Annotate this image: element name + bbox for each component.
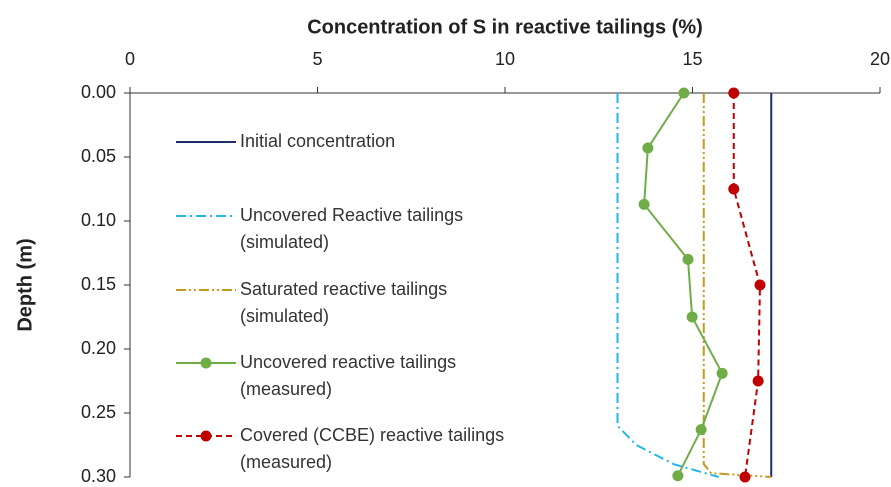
x-tick-label: 10 <box>495 49 515 69</box>
data-point <box>672 470 684 482</box>
data-point <box>682 253 694 265</box>
series-line <box>702 93 772 478</box>
data-point <box>686 311 698 323</box>
y-tick-label: 0.10 <box>81 210 116 230</box>
legend-label: Uncovered reactive tailings (measured) <box>240 352 457 399</box>
y-tick-label: 0.05 <box>81 146 116 166</box>
legend-entry: Covered (CCBE) reactive tailings (measur… <box>240 425 505 472</box>
legend-label: Covered (CCBE) reactive tailings (measur… <box>240 425 505 472</box>
y-tick-label: 0.25 <box>81 402 116 422</box>
x-tick-label: 0 <box>125 49 135 69</box>
y-tick-label: 0.00 <box>81 82 116 102</box>
legend-entry: Initial concentration <box>240 131 396 151</box>
series-line <box>643 92 724 477</box>
data-point <box>678 87 690 99</box>
x-tick-label: 5 <box>312 49 322 69</box>
legend-label: Initial concentration <box>240 131 396 151</box>
data-point <box>695 424 707 436</box>
legend-entry: Uncovered Reactive tailings (simulated) <box>240 205 464 252</box>
data-point <box>642 142 654 154</box>
legend-entry: Saturated reactive tailings (simulated) <box>240 279 448 326</box>
x-tick-label: 15 <box>682 49 702 69</box>
legend-marker <box>200 430 212 442</box>
x-tick-label: 20 <box>870 49 890 69</box>
data-point <box>739 471 751 483</box>
legend-marker <box>200 357 212 369</box>
series-line <box>616 93 720 478</box>
data-point <box>754 279 766 291</box>
legend-label: Saturated reactive tailings (simulated) <box>240 279 448 326</box>
data-point <box>728 87 740 99</box>
data-point <box>716 367 728 379</box>
data-point <box>638 198 650 210</box>
y-axis-label: Depth (m) <box>14 238 36 331</box>
legend-label: Uncovered Reactive tailings (simulated) <box>240 205 464 252</box>
data-point <box>752 375 764 387</box>
chart-title: Concentration of S in reactive tailings … <box>307 16 703 38</box>
y-tick-label: 0.15 <box>81 274 116 294</box>
data-point <box>728 183 740 195</box>
y-tick-label: 0.20 <box>81 338 116 358</box>
legend-entry: Uncovered reactive tailings (measured) <box>240 352 457 399</box>
y-tick-label: 0.30 <box>81 466 116 486</box>
